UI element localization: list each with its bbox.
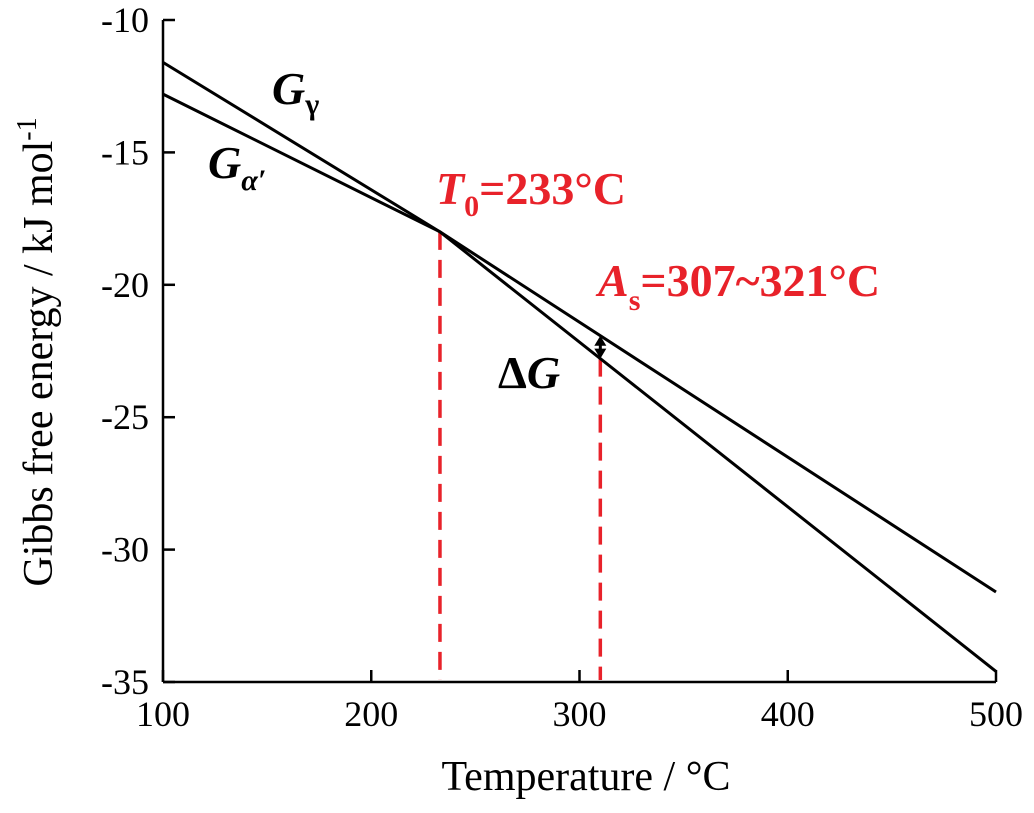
delta-g-arrow <box>594 335 607 359</box>
reference-lines <box>438 231 603 680</box>
x-tick-label: 300 <box>553 694 607 734</box>
y-tick-label: -35 <box>101 662 149 702</box>
x-axis-title: Temperature / °C <box>441 754 730 800</box>
series-line-1 <box>162 92 997 594</box>
x-tick-label: 400 <box>761 694 815 734</box>
y-tick-label: -25 <box>101 397 149 437</box>
series-label-alpha: Gα′ <box>208 137 266 197</box>
ticks: 100 200 300 400 500 -10 -15 -20 -25 -30 -35 <box>101 0 1023 734</box>
as-annotation: As=307~321°C <box>595 255 880 317</box>
x-tick-label: 500 <box>969 694 1023 734</box>
y-axis-title: Gibbs free energy / kJ mol-1 <box>12 117 62 586</box>
series-label-gamma: Gγ <box>272 63 319 121</box>
delta-g-label: ΔG <box>498 347 560 398</box>
y-tick-label: -30 <box>101 530 149 570</box>
y-tick-label: -20 <box>101 265 149 305</box>
series-line-0 <box>162 61 997 673</box>
x-tick-label: 100 <box>136 694 190 734</box>
series-lines <box>162 61 997 673</box>
x-tick-label: 200 <box>344 694 398 734</box>
axes <box>161 20 996 684</box>
t0-annotation: T0=233°C <box>436 163 626 223</box>
delta-g-arrowhead-down <box>594 348 607 359</box>
y-tick-label: -15 <box>101 132 149 172</box>
y-tick-label: -10 <box>101 0 149 40</box>
delta-g-arrowhead-up <box>594 335 607 346</box>
